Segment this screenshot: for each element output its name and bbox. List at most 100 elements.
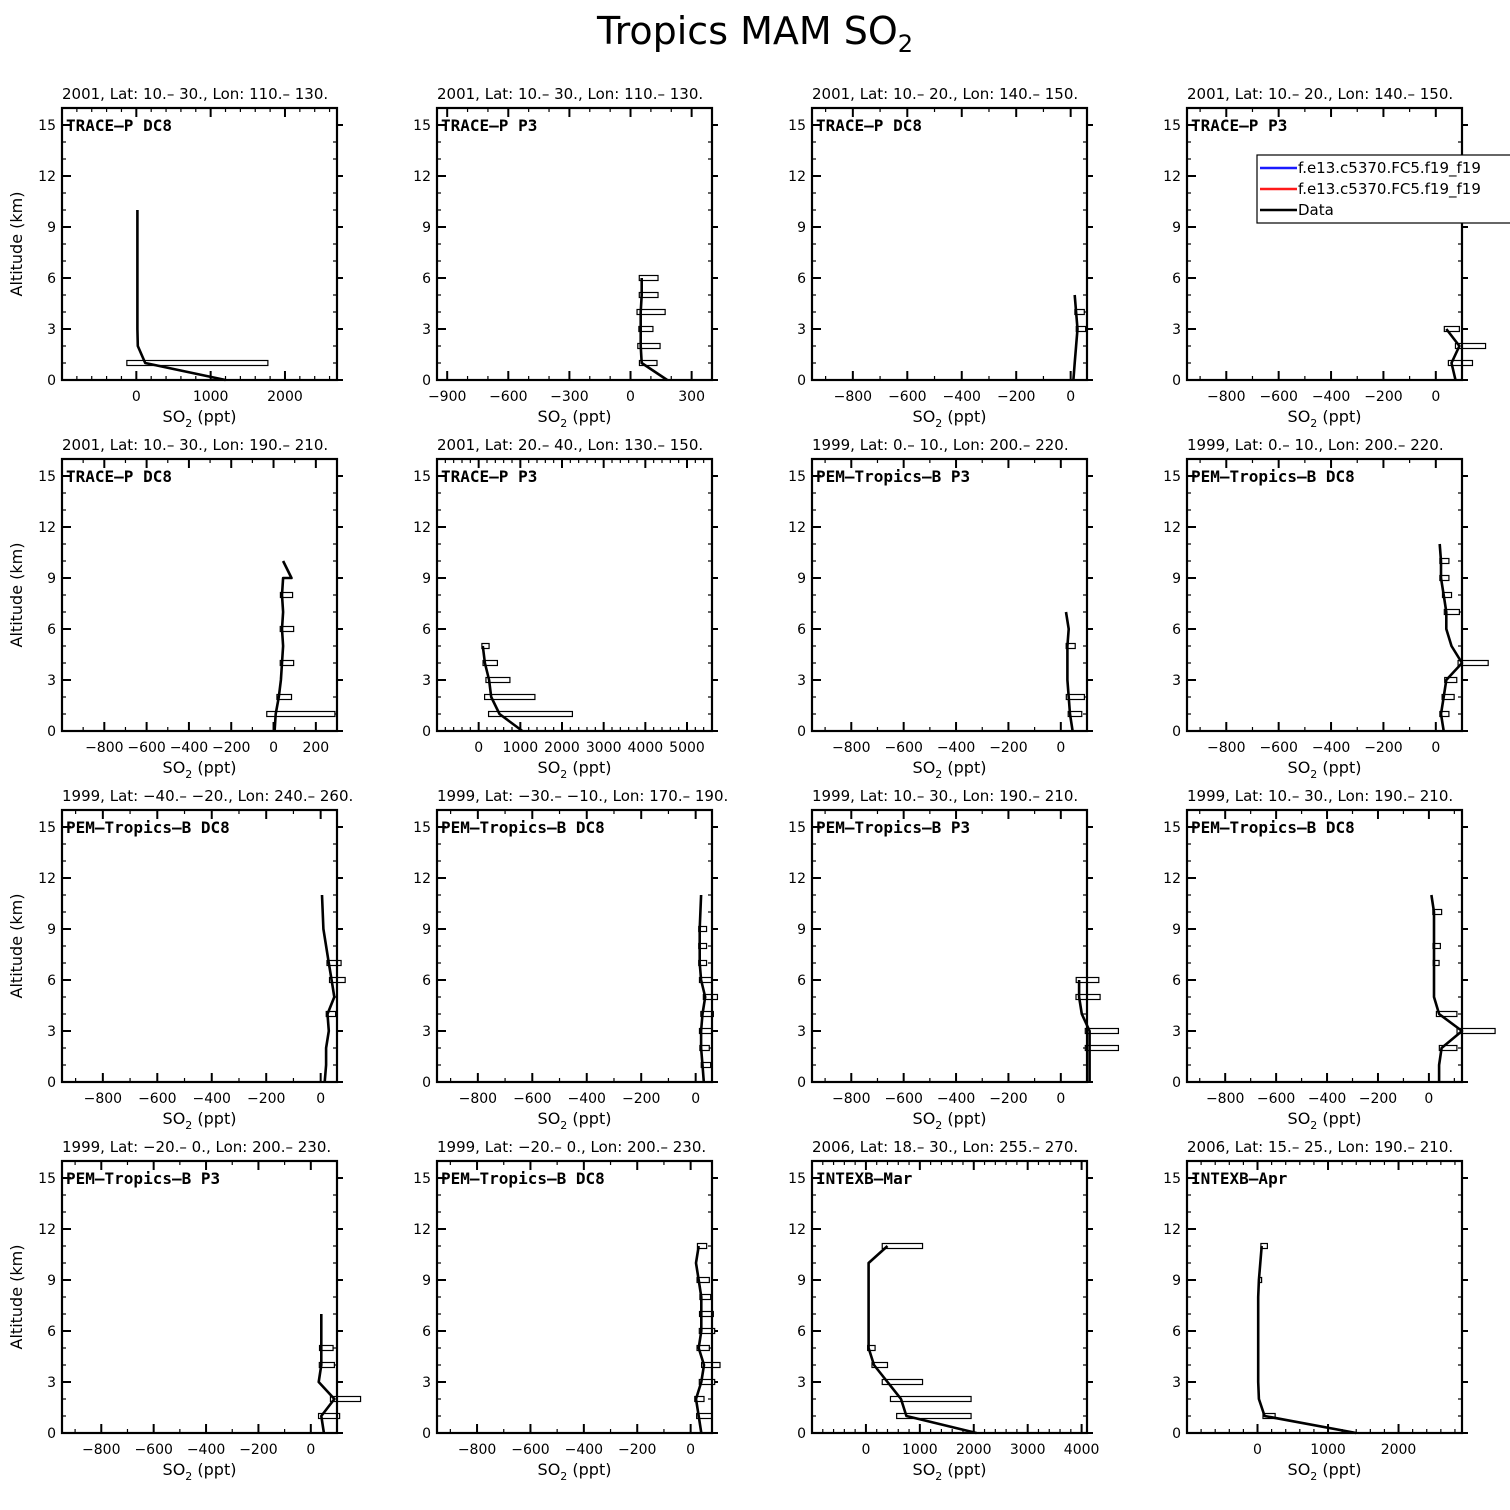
y-tick-label: 12 [413, 520, 431, 536]
x-tick-label: −400 [565, 1442, 603, 1458]
campaign-label: TRACE–P P3 [1191, 116, 1287, 135]
y-tick-label: 12 [38, 169, 56, 185]
campaign-label: PEM–Tropics–B P3 [816, 818, 970, 837]
y-tick-label: 6 [422, 973, 431, 989]
y-tick-label: 3 [422, 322, 431, 338]
x-tick-label: −400 [1312, 740, 1350, 756]
y-tick-label: 6 [1172, 1324, 1181, 1340]
y-tick-label: 6 [797, 1324, 806, 1340]
x-axis-label-unit: (ppt) [942, 1460, 986, 1479]
x-tick-label: −400 [187, 1442, 225, 1458]
x-tick-label: 1000 [193, 389, 229, 405]
y-tick-label: 3 [1172, 1375, 1181, 1391]
error-bar [1456, 1027, 1496, 1035]
y-tick-label: 0 [1172, 1426, 1181, 1442]
error-bar [638, 325, 654, 333]
x-tick-label: −600 [1259, 740, 1297, 756]
error-bar [638, 359, 658, 367]
y-tick-label: 0 [797, 1075, 806, 1091]
y-tick-label: 0 [422, 373, 431, 389]
error-bar [637, 342, 661, 350]
panel-11: 1999, Lat: 10.– 30., Lon: 190.– 210. PEM–… [788, 787, 1120, 1132]
data-line [1077, 980, 1091, 1082]
plot-frame [435, 106, 714, 382]
x-axis-label-subscript: 2 [1310, 1119, 1317, 1132]
x-tick-label: −200 [622, 1091, 660, 1107]
x-tick-label: −800 [82, 1442, 120, 1458]
x-axis-label: SO2 (ppt) [1288, 407, 1362, 430]
y-tick-label: 12 [788, 520, 806, 536]
y-tick-label: 9 [1172, 1273, 1181, 1289]
x-axis-label: SO2 (ppt) [913, 407, 987, 430]
panel-grid: 2001, Lat: 10.– 30., Lon: 110.– 130. TRAC… [7, 85, 1510, 1483]
y-tick-label: 12 [413, 169, 431, 185]
legend-entry-label: f.e13.c5370.FC5.f19_f19 [1298, 159, 1481, 178]
x-axis-label: SO2 (ppt) [538, 407, 612, 430]
y-tick-label: 9 [422, 922, 431, 938]
campaign-label: TRACE–P DC8 [816, 116, 922, 135]
x-axis-label-subscript: 2 [560, 417, 567, 430]
error-bar [1438, 1044, 1458, 1052]
data-line [317, 1314, 336, 1434]
x-axis-label-main: SO [163, 407, 186, 426]
campaign-label: PEM–Tropics–B DC8 [66, 818, 230, 837]
x-axis-label-unit: (ppt) [567, 758, 611, 777]
legend: f.e13.c5370.FC5.f19_f19 f.e13.c5370.FC5.f… [1256, 154, 1510, 224]
x-tick-label: 1000 [1310, 1442, 1346, 1458]
y-tick-label: 15 [1163, 469, 1181, 485]
data-line [1445, 328, 1461, 381]
y-tick-label: 12 [788, 169, 806, 185]
x-tick-label: 2000 [544, 740, 580, 756]
y-tick-label: 9 [47, 571, 56, 587]
y-tick-label: 3 [422, 1375, 431, 1391]
panel-5: 2001, Lat: 10.– 30., Lon: 190.– 210. TRAC… [7, 436, 343, 781]
panel-title: 2001, Lat: 10.– 30., Lon: 110.– 130. [437, 85, 703, 103]
x-axis-label-main: SO [538, 1109, 561, 1128]
y-tick-label: 15 [38, 1171, 56, 1187]
y-tick-label: 3 [47, 322, 56, 338]
x-tick-label: −400 [170, 740, 208, 756]
panel-14: 1999, Lat: −20.– 0., Lon: 200.– 230. PEM–… [413, 1138, 721, 1483]
error-bar [700, 1010, 714, 1018]
x-tick-label: −400 [943, 389, 981, 405]
x-axis-label-main: SO [163, 758, 186, 777]
y-tick-label: 6 [47, 1324, 56, 1340]
figure-title-subscript: 2 [898, 30, 913, 58]
x-tick-label: 0 [132, 389, 141, 405]
x-tick-label: 0 [1056, 1091, 1065, 1107]
x-tick-label: −800 [85, 740, 123, 756]
x-tick-label: 1000 [503, 740, 539, 756]
data-line [1256, 1245, 1357, 1435]
x-tick-label: 0 [691, 1091, 700, 1107]
x-tick-label: −400 [568, 1091, 606, 1107]
y-tick-label: 6 [797, 271, 806, 287]
campaign-label: TRACE–P P3 [441, 467, 537, 486]
x-axis-label-main: SO [538, 1460, 561, 1479]
campaign-label: PEM–Tropics–B DC8 [441, 818, 605, 837]
error-bar [485, 676, 511, 684]
x-axis-label-unit: (ppt) [942, 1109, 986, 1128]
x-axis-label: SO2 (ppt) [913, 1460, 987, 1483]
error-bar [1444, 676, 1458, 684]
panel-title: 1999, Lat: 0.– 10., Lon: 200.– 220. [812, 436, 1069, 454]
y-tick-label: 3 [47, 1375, 56, 1391]
error-bar [482, 659, 499, 667]
x-tick-label: 0 [1253, 1442, 1262, 1458]
error-bar [702, 993, 719, 1001]
data-line [1064, 611, 1074, 732]
x-tick-label: −200 [989, 740, 1027, 756]
y-tick-label: 12 [38, 871, 56, 887]
x-tick-label: −300 [550, 389, 588, 405]
x-tick-label: −800 [458, 1442, 496, 1458]
y-tick-label: 3 [1172, 1024, 1181, 1040]
panel-title: 1999, Lat: 0.– 10., Lon: 200.– 220. [1187, 436, 1444, 454]
panel-title: 2006, Lat: 18.– 30., Lon: 255.– 270. [812, 1138, 1078, 1156]
data-line [136, 210, 226, 382]
error-bar [317, 1412, 341, 1420]
y-tick-label: 6 [422, 622, 431, 638]
error-bar [1084, 1044, 1120, 1052]
x-tick-label: 4000 [1064, 1442, 1100, 1458]
y-tick-label: 3 [797, 1375, 806, 1391]
x-axis-label-main: SO [913, 407, 936, 426]
panel-title: 2001, Lat: 10.– 20., Lon: 140.– 150. [1187, 85, 1453, 103]
